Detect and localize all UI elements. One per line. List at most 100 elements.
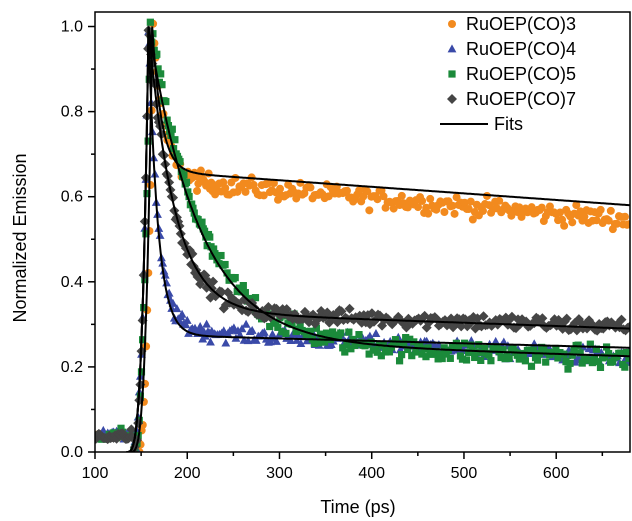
data-point bbox=[478, 206, 487, 215]
series-RuOEP(CO)5 bbox=[95, 18, 630, 452]
data-point bbox=[241, 187, 250, 196]
data-point bbox=[505, 354, 513, 362]
data-point bbox=[379, 192, 388, 201]
data-point bbox=[509, 344, 517, 352]
data-point bbox=[202, 319, 212, 328]
data-point bbox=[247, 325, 257, 334]
data-point bbox=[251, 335, 261, 344]
data-point bbox=[389, 340, 398, 348]
data-point bbox=[402, 334, 410, 342]
data-point bbox=[561, 313, 572, 324]
data-point bbox=[617, 349, 625, 357]
data-point bbox=[590, 355, 598, 363]
data-point bbox=[158, 81, 166, 89]
data-point bbox=[564, 365, 572, 373]
data-point bbox=[237, 324, 247, 333]
data-point bbox=[572, 201, 581, 210]
data-point bbox=[592, 345, 601, 353]
data-point bbox=[223, 269, 231, 277]
legend-label: RuOEP(CO)4 bbox=[466, 39, 576, 59]
data-point bbox=[365, 206, 374, 215]
data-point bbox=[393, 339, 402, 348]
data-point bbox=[296, 322, 304, 331]
data-point bbox=[155, 230, 165, 239]
data-point bbox=[527, 203, 536, 212]
data-point bbox=[625, 355, 630, 363]
data-point bbox=[621, 363, 629, 371]
series-RuOEP(CO)3 bbox=[95, 19, 630, 452]
data-point bbox=[432, 347, 440, 356]
data-point bbox=[181, 320, 191, 329]
data-point bbox=[515, 355, 523, 363]
data-point bbox=[231, 273, 239, 282]
data-point bbox=[137, 368, 146, 376]
x-axis-title: Time (ps) bbox=[320, 497, 395, 517]
data-point bbox=[584, 356, 592, 364]
data-point bbox=[365, 331, 375, 340]
data-point bbox=[142, 230, 150, 238]
data-point bbox=[468, 215, 477, 224]
y-tick-label: 0.4 bbox=[61, 274, 83, 291]
data-point bbox=[221, 184, 230, 193]
data-point bbox=[418, 196, 427, 205]
data-layer bbox=[95, 18, 630, 452]
legend-label: RuOEP(CO)7 bbox=[466, 89, 576, 109]
data-point bbox=[278, 328, 286, 336]
data-point bbox=[196, 166, 205, 175]
data-point bbox=[239, 281, 247, 290]
data-point bbox=[316, 330, 325, 338]
data-point bbox=[537, 203, 546, 212]
data-point bbox=[185, 192, 193, 201]
data-point bbox=[355, 331, 363, 339]
data-point bbox=[343, 341, 351, 349]
data-point bbox=[198, 218, 206, 226]
data-point bbox=[473, 348, 481, 356]
data-point bbox=[336, 306, 347, 317]
data-point bbox=[475, 341, 483, 349]
data-point bbox=[208, 276, 219, 287]
data-point bbox=[570, 346, 578, 355]
legend-marker bbox=[447, 44, 457, 53]
data-point bbox=[229, 323, 239, 332]
fit-curve bbox=[126, 26, 630, 452]
data-point bbox=[171, 136, 179, 144]
data-point bbox=[162, 98, 170, 106]
data-point bbox=[540, 345, 548, 353]
data-point bbox=[495, 196, 504, 205]
data-point bbox=[263, 179, 272, 188]
plot-area bbox=[95, 18, 630, 452]
data-point bbox=[259, 191, 268, 200]
data-point bbox=[487, 357, 495, 365]
data-point bbox=[566, 359, 574, 367]
data-point bbox=[479, 349, 487, 357]
y-tick-label: 1.0 bbox=[61, 19, 83, 36]
data-point bbox=[580, 212, 589, 221]
data-point bbox=[286, 335, 296, 344]
data-point bbox=[556, 208, 565, 217]
data-point bbox=[288, 320, 296, 329]
data-point bbox=[194, 216, 202, 224]
x-tick-label: 600 bbox=[543, 465, 570, 482]
data-point bbox=[621, 212, 630, 221]
data-point bbox=[241, 319, 251, 328]
data-point bbox=[464, 204, 473, 213]
data-point bbox=[440, 208, 449, 217]
data-point bbox=[213, 256, 221, 264]
data-point bbox=[177, 309, 187, 318]
fit-curve bbox=[126, 26, 630, 452]
data-point bbox=[404, 345, 412, 354]
data-point bbox=[243, 336, 253, 345]
data-point bbox=[184, 188, 192, 196]
data-point bbox=[418, 350, 426, 358]
data-point bbox=[266, 322, 274, 331]
data-point bbox=[395, 357, 404, 365]
data-point bbox=[385, 348, 394, 356]
data-point bbox=[188, 200, 196, 208]
data-point bbox=[448, 201, 457, 210]
data-point bbox=[454, 342, 463, 350]
data-point bbox=[180, 171, 188, 179]
data-point bbox=[576, 349, 584, 357]
data-point bbox=[513, 351, 521, 359]
data-point bbox=[416, 342, 424, 350]
